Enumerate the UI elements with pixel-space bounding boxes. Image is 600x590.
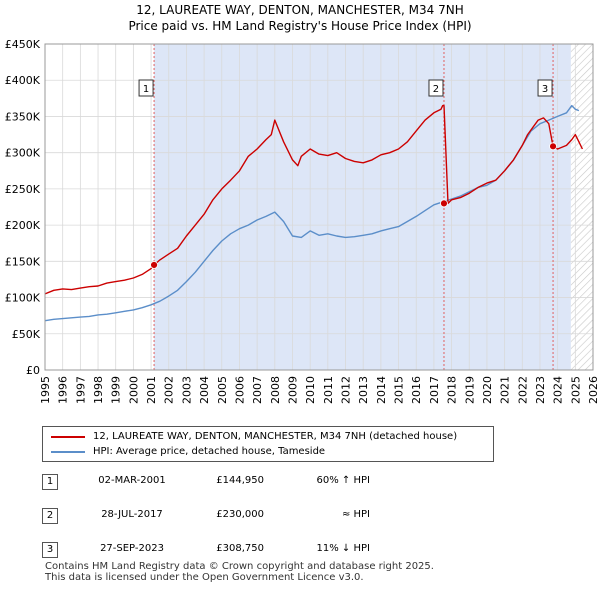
table-row: 1 02-MAR-2001 £144,950 60% ↑ HPI [42, 472, 462, 506]
x-tick-label: 2017 [428, 376, 441, 404]
transaction-date: 27-SEP-2023 [100, 543, 164, 554]
chart-title: 12, LAUREATE WAY, DENTON, MANCHESTER, M3… [136, 3, 464, 17]
transactions-table: 1 02-MAR-2001 £144,950 60% ↑ HPI 2 28-JU… [42, 472, 462, 574]
transaction-hpi-comparison: ≈ HPI [341, 509, 370, 520]
y-tick-label: £150K [5, 255, 41, 268]
legend-swatch-property [51, 436, 85, 438]
x-tick-label: 2023 [534, 376, 547, 404]
legend-label-hpi: HPI: Average price, detached house, Tame… [93, 446, 326, 457]
x-tick-label: 2024 [552, 376, 565, 404]
future-period-hatch [570, 44, 593, 370]
x-tick-label: 1997 [74, 376, 87, 404]
y-tick-label: £250K [5, 183, 41, 196]
property-price-line [44, 104, 584, 295]
x-tick-label: 1996 [57, 376, 70, 404]
table-row: 2 28-JUL-2017 £230,000 ≈ HPI [42, 506, 462, 540]
x-tick-label: 2009 [286, 376, 299, 404]
transaction-hpi-comparison: 60% ↑ HPI [316, 475, 370, 486]
transaction-date: 02-MAR-2001 [98, 475, 166, 486]
x-tick-label: 2014 [375, 376, 388, 404]
legend: 12, LAUREATE WAY, DENTON, MANCHESTER, M3… [42, 426, 494, 462]
price-chart: 1 2 3 £0 £50K £100K £150K £200K £250K £300K £350K £… [5, 38, 600, 404]
chart-subtitle: Price paid vs. HM Land Registry's House … [128, 19, 472, 33]
x-tick-label: 2001 [145, 376, 158, 404]
x-tick-label: 2011 [322, 376, 335, 404]
transaction-label: 1 [143, 84, 149, 95]
x-tick-label: 2020 [481, 376, 494, 404]
transaction-label-box [537, 79, 553, 97]
x-tick-label: 2006 [233, 376, 246, 404]
x-tick-label: 2008 [269, 376, 282, 404]
x-tick-label: 2002 [163, 376, 176, 404]
footer-copyright: Contains HM Land Registry data © Crown c… [45, 561, 434, 572]
x-tick-label: 2005 [216, 376, 229, 404]
transaction-point [150, 261, 158, 269]
transaction-date: 28-JUL-2017 [101, 509, 163, 520]
x-tick-label: 2025 [569, 376, 582, 404]
y-tick-label: £100K [5, 292, 41, 305]
x-tick-label: 2012 [340, 376, 353, 404]
transaction-label-box [428, 79, 444, 97]
x-tick-label: 2022 [516, 376, 529, 404]
y-tick-label: £400K [5, 74, 41, 87]
transaction-number: 2 [42, 508, 58, 524]
table-row: 3 27-SEP-2023 £308,750 11% ↓ HPI [42, 540, 462, 574]
x-tick-label: 2018 [446, 376, 459, 404]
transaction-point [440, 199, 448, 208]
x-tick-label: 2000 [127, 376, 140, 404]
y-tick-label: £450K [5, 38, 41, 51]
legend-label-property: 12, LAUREATE WAY, DENTON, MANCHESTER, M3… [93, 431, 458, 442]
transaction-number: 3 [42, 542, 58, 558]
x-tick-label: 2004 [198, 376, 211, 404]
x-tick-label: 2019 [463, 376, 476, 404]
x-tick-label: 1998 [92, 376, 105, 404]
y-tick-label: £300K [5, 147, 41, 160]
legend-swatch-hpi [51, 451, 85, 453]
x-tick-label: 2026 [587, 376, 600, 404]
y-tick-label: £0 [26, 364, 40, 377]
x-tick-label: 2007 [251, 376, 264, 404]
ownership-period-shading [154, 44, 571, 370]
transaction-price: £230,000 [216, 509, 264, 520]
transaction-label-box [138, 79, 154, 97]
x-tick-label: 1999 [110, 376, 123, 404]
transaction-label: 2 [433, 84, 439, 95]
transaction-label: 3 [542, 84, 548, 95]
transaction-point [549, 142, 557, 151]
x-tick-label: 1995 [39, 376, 52, 404]
transaction-price: £308,750 [216, 543, 264, 554]
transaction-price: £144,950 [216, 475, 264, 486]
footer-licence: This data is licensed under the Open Gov… [45, 572, 364, 583]
footer: Contains HM Land Registry data © Crown c… [45, 561, 434, 583]
x-tick-label: 2003 [180, 376, 193, 404]
transaction-number: 1 [42, 474, 58, 490]
x-tick-label: 2021 [499, 376, 512, 404]
y-tick-label: £50K [12, 328, 41, 341]
x-tick-label: 2015 [393, 376, 406, 404]
x-tick-label: 2013 [357, 376, 370, 404]
y-tick-label: £200K [5, 219, 41, 232]
transaction-hpi-comparison: 11% ↓ HPI [316, 543, 370, 554]
plot-frame [44, 43, 594, 371]
x-tick-label: 2010 [304, 376, 317, 404]
y-tick-label: £350K [5, 110, 41, 123]
x-tick-label: 2016 [410, 376, 423, 404]
